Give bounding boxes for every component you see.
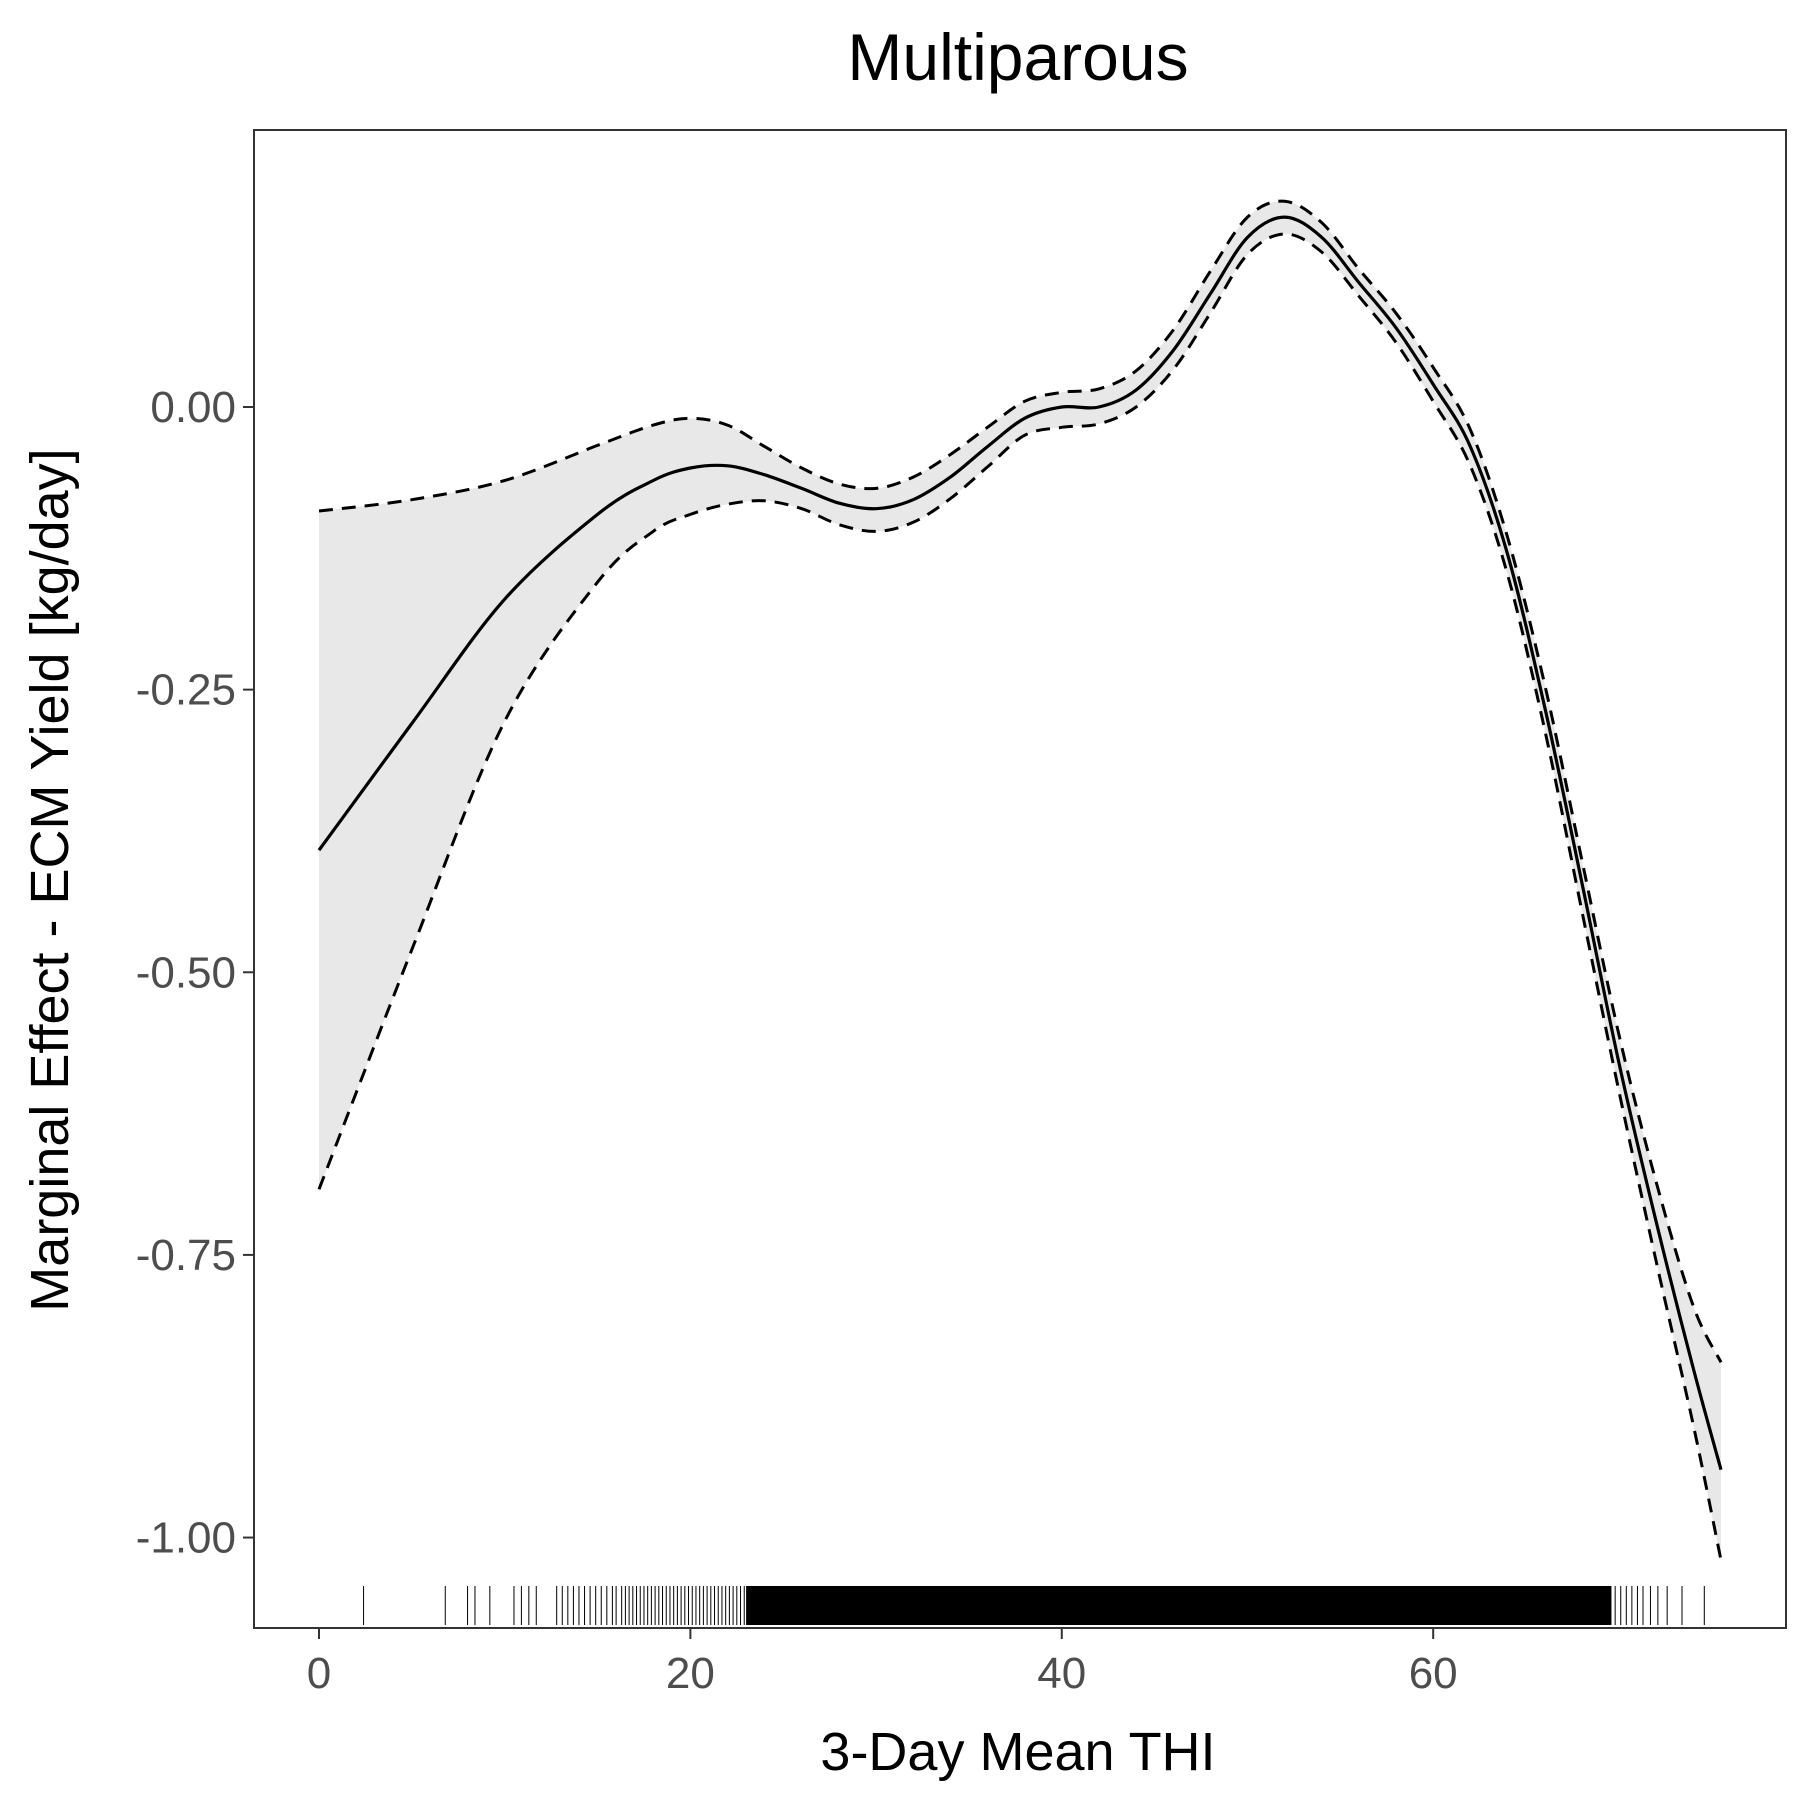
y-tick-label: -0.25 — [136, 666, 236, 715]
x-tick-label: 20 — [666, 1649, 715, 1698]
y-tick-label: -0.50 — [136, 948, 236, 997]
lower-ci-line — [317, 232, 1723, 1561]
upper-ci-line — [318, 199, 1723, 1363]
y-tick-label: -0.75 — [136, 1231, 236, 1280]
y-tick-label: 0.00 — [150, 383, 236, 432]
rug-ticks — [363, 1586, 1705, 1625]
x-tick-label: 60 — [1409, 1649, 1458, 1698]
x-tick-label: 0 — [307, 1649, 331, 1698]
estimate-line — [317, 215, 1723, 1471]
y-axis-title: Marginal Effect - ECM Yield [kg/day] — [20, 448, 80, 1311]
x-tick-label: 40 — [1037, 1649, 1086, 1698]
rug-dense-block — [746, 1586, 1612, 1625]
y-axis: 0.00 -0.25 -0.50 -0.75 -1.00 — [136, 383, 254, 1563]
chart-title: Multiparous — [847, 20, 1188, 94]
plot-panel — [253, 129, 1787, 1629]
x-axis-title: 3-Day Mean THI — [820, 1722, 1215, 1782]
x-axis: 0 20 40 60 — [307, 1628, 1458, 1698]
panel-border — [253, 129, 1787, 1629]
confidence-band — [319, 201, 1721, 1561]
y-tick-label: -1.00 — [136, 1514, 236, 1563]
